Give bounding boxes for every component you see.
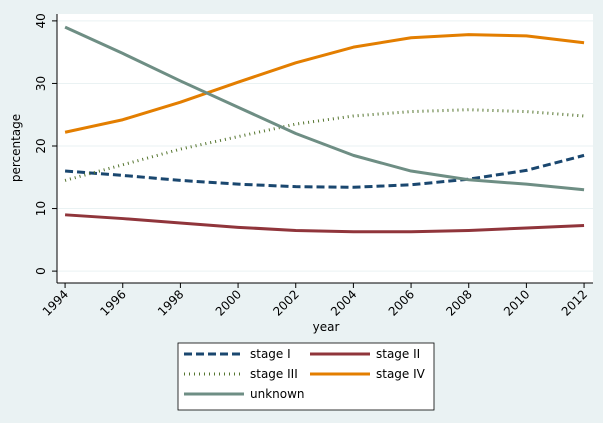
y-tick-label: 10: [34, 201, 48, 216]
y-axis-title: percentage: [9, 114, 23, 182]
legend-label: stage III: [250, 367, 298, 381]
series-line: [64, 108, 585, 182]
y-tick-label: 40: [34, 13, 48, 28]
x-axis-title: year: [313, 320, 340, 334]
series-line: [64, 153, 585, 189]
y-tick-label: 20: [34, 138, 48, 153]
y-tick-label: 0: [34, 267, 48, 275]
legend-label: stage IV: [376, 367, 426, 381]
legend-label: stage I: [250, 347, 291, 361]
y-tick-label: 30: [34, 76, 48, 91]
series-line: [64, 33, 585, 134]
legend-label: stage II: [376, 347, 420, 361]
series-line: [64, 213, 585, 234]
series-line: [64, 25, 585, 192]
legend-label: unknown: [250, 387, 305, 401]
plot-area: [57, 14, 593, 283]
